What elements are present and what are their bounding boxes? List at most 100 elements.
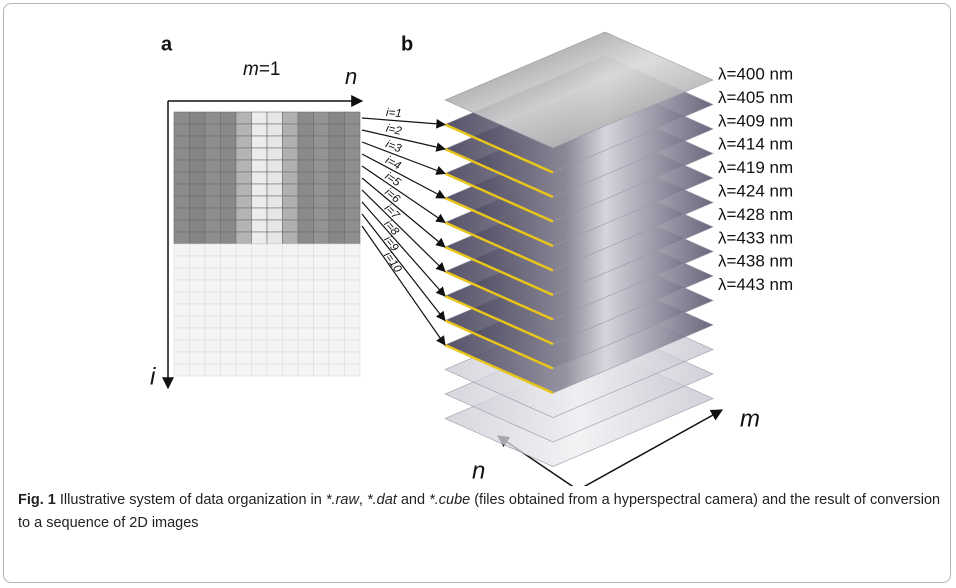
pixel [314,256,330,268]
pixel [252,136,268,148]
pixel [314,232,330,244]
pixel [283,364,299,376]
pixel [174,364,190,376]
pixel [314,112,330,124]
axis-label: m [740,405,760,432]
pixel [298,352,314,364]
pixel [221,160,237,172]
pixel [221,208,237,220]
pixel [283,280,299,292]
pixel [221,232,237,244]
pixel [190,304,206,316]
pixel [283,160,299,172]
pixel [174,220,190,232]
pixel [329,208,345,220]
pixel [174,232,190,244]
pixel [190,340,206,352]
pixel [190,220,206,232]
pixel [205,112,221,124]
pixel [236,208,252,220]
pixel [205,124,221,136]
pixel [190,160,206,172]
row-arrow [362,154,445,198]
pixel [190,172,206,184]
image-stack: λ=400 nmλ=405 nmλ=409 nmλ=414 nmλ=419 nm… [445,32,793,467]
pixel [236,148,252,160]
pixel [267,196,283,208]
pixel [345,304,361,316]
pixel [205,160,221,172]
pixel [329,148,345,160]
pixel [205,244,221,256]
pixel [174,244,190,256]
pixel [174,208,190,220]
pixel [267,124,283,136]
pixel [236,196,252,208]
pixel [267,148,283,160]
pixel [236,184,252,196]
caption-label: Fig. 1 [18,492,56,508]
pixel [236,340,252,352]
wavelength-label: λ=409 nm [718,111,793,130]
pixel [174,136,190,148]
caption: Fig. 1 Illustrative system of data organ… [18,489,943,535]
caption-text: *.raw [326,492,359,508]
pixel [252,244,268,256]
row-arrow [362,202,445,296]
pixel [267,232,283,244]
pixel [205,256,221,268]
pixel [298,160,314,172]
pixel [252,340,268,352]
row-label: i=10 [381,250,404,275]
pixel [298,268,314,280]
pixel [283,148,299,160]
pixel [329,160,345,172]
pixel [174,172,190,184]
pixel [190,316,206,328]
pixel [205,220,221,232]
pixel [190,136,206,148]
pixel [314,148,330,160]
pixel [236,220,252,232]
pixel [236,232,252,244]
pixel [345,316,361,328]
row-arrows: i=1i=2i=3i=4i=5i=6i=7i=8i=9i=10 [362,107,445,345]
pixel [283,256,299,268]
axis-label: n [472,457,485,484]
caption-text: Illustrative system of data organization… [56,492,326,508]
row-label: i=4 [383,154,402,172]
pixel [298,196,314,208]
pixel [345,280,361,292]
pixel [205,364,221,376]
pixel [298,184,314,196]
pixel [298,148,314,160]
pixel [283,292,299,304]
pixel [236,280,252,292]
pixel [345,124,361,136]
pixel [314,340,330,352]
row-arrow [362,178,445,247]
pixel [283,220,299,232]
pixel [252,256,268,268]
pixel [221,244,237,256]
pixel [345,196,361,208]
pixel [205,352,221,364]
pixel [345,244,361,256]
pixel [314,124,330,136]
pixel [252,112,268,124]
pixel [345,268,361,280]
pixel [314,244,330,256]
pixel [252,316,268,328]
pixel [314,364,330,376]
pixel [252,292,268,304]
pixel [329,232,345,244]
pixel [236,352,252,364]
pixel [252,220,268,232]
pixel [190,256,206,268]
pixel [267,112,283,124]
pixel [205,304,221,316]
pixel [345,352,361,364]
pixel [329,316,345,328]
pixel [236,172,252,184]
pixel [283,328,299,340]
